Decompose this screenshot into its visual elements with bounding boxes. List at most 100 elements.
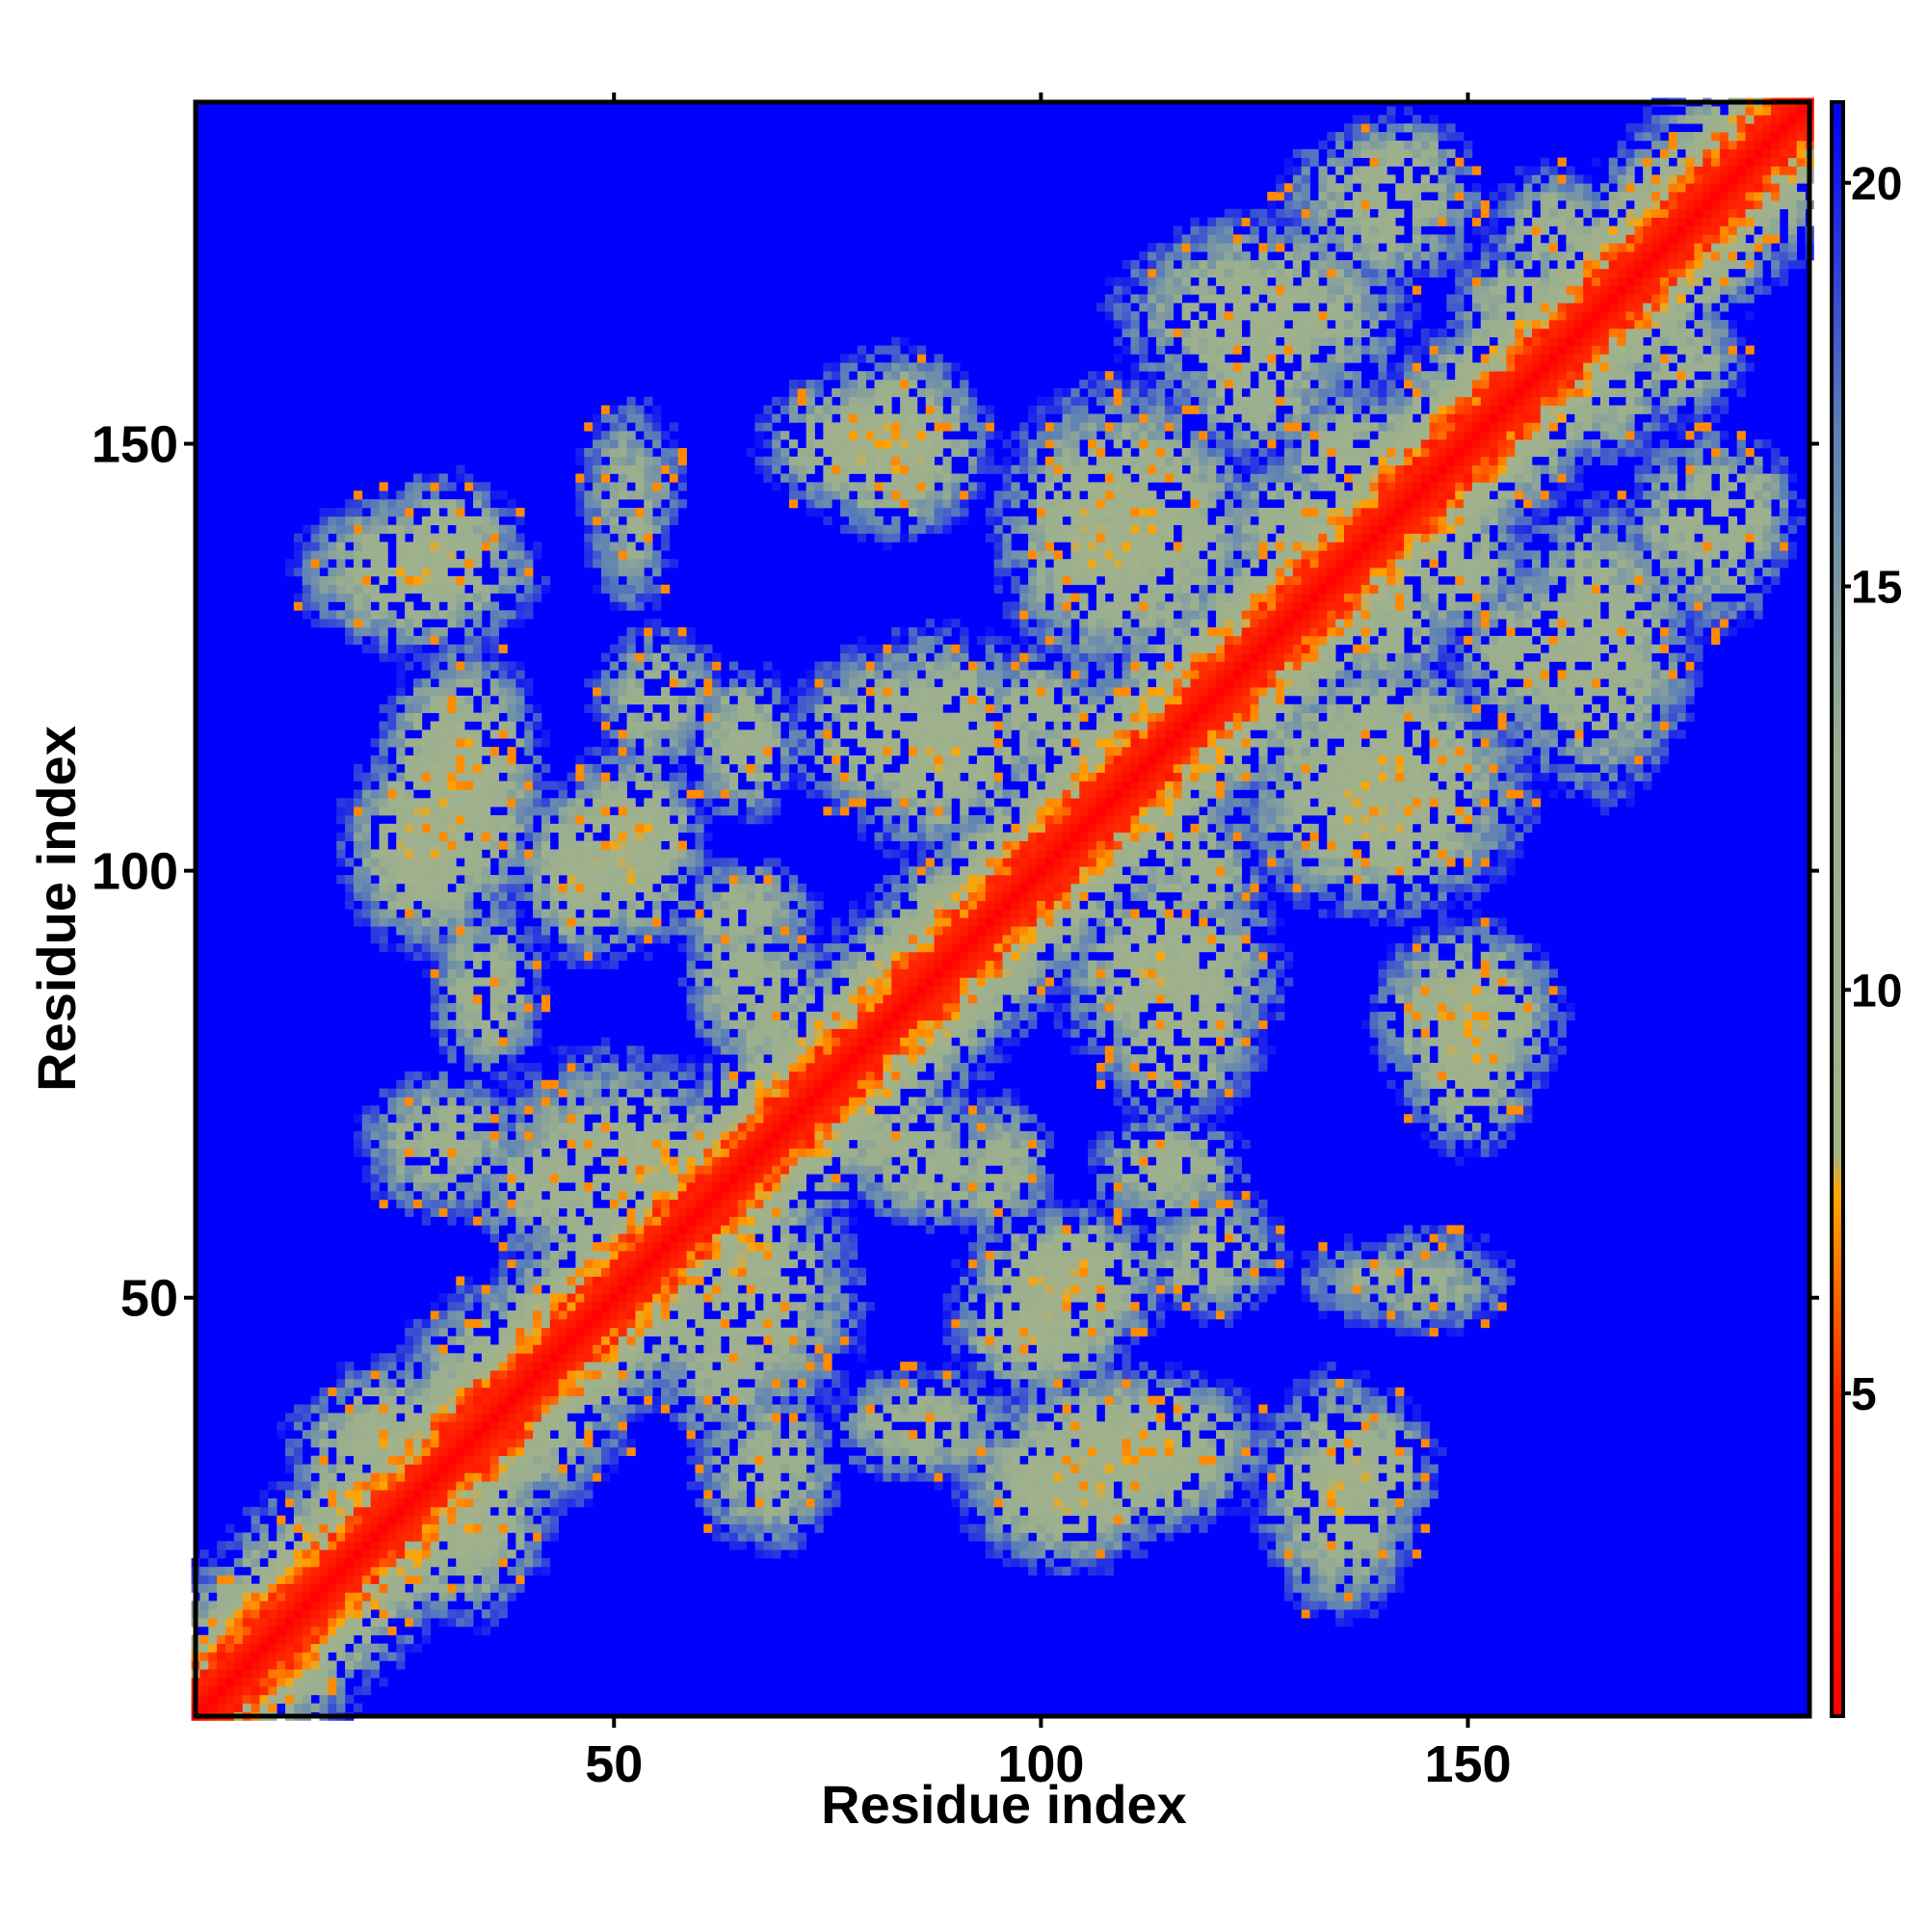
heatmap-cell (412, 1643, 423, 1653)
heatmap-cell (533, 789, 542, 799)
heatmap-cell (746, 1165, 755, 1175)
heatmap-cell (379, 1446, 388, 1457)
heatmap-cell (345, 1464, 355, 1473)
heatmap-cell (285, 568, 295, 577)
heatmap-cell (728, 1464, 739, 1473)
heatmap-cell (728, 1199, 739, 1209)
heatmap-cell (387, 1498, 397, 1508)
heatmap-cell (644, 507, 653, 517)
heatmap-cell (515, 1165, 525, 1175)
heatmap-cell (345, 619, 355, 628)
heatmap-cell (728, 721, 739, 730)
heatmap-cell (533, 1336, 542, 1345)
heatmap-cell (507, 917, 516, 927)
heatmap-cell (447, 1174, 457, 1183)
heatmap-cell (686, 1302, 696, 1311)
heatmap-cell (405, 1532, 414, 1542)
heatmap-cell (310, 1421, 320, 1431)
heatmap-cell (515, 575, 525, 586)
heatmap-cell (541, 1481, 551, 1491)
heatmap-cell (728, 1336, 739, 1345)
heatmap-cell (635, 473, 645, 483)
heatmap-cell (677, 942, 687, 953)
heatmap-cell (370, 1404, 380, 1414)
heatmap-cell (635, 883, 645, 893)
heatmap-cell (584, 678, 594, 688)
heatmap-cell (464, 866, 474, 876)
heatmap-cell (473, 1592, 483, 1601)
heatmap-cell (447, 891, 457, 901)
heatmap-cell (370, 1558, 380, 1568)
heatmap-cell (412, 1446, 423, 1457)
heatmap-cell (473, 1336, 483, 1345)
heatmap-cell (737, 1216, 747, 1226)
heatmap-cell (567, 1284, 576, 1294)
heatmap-cell (721, 1395, 730, 1405)
heatmap-cell (541, 1438, 551, 1448)
heatmap-cell (728, 754, 739, 765)
heatmap-cell (507, 1515, 516, 1524)
heatmap-cell (405, 559, 414, 569)
heatmap-cell (746, 712, 755, 722)
heatmap-cell (430, 738, 439, 748)
heatmap-cell (669, 1302, 679, 1311)
heatmap-cell (438, 781, 448, 790)
heatmap-cell (405, 1174, 414, 1183)
heatmap-cell (635, 652, 645, 662)
heatmap-cell (473, 866, 483, 876)
heatmap-cell (405, 1199, 414, 1209)
heatmap-cell (345, 1515, 355, 1524)
heatmap-cell (370, 584, 380, 594)
heatmap-cell (481, 1353, 491, 1363)
heatmap-cell (328, 1685, 337, 1696)
heatmap-cell (728, 1472, 739, 1482)
heatmap-cell (754, 1498, 764, 1508)
heatmap-cell (387, 1362, 397, 1371)
heatmap-cell (498, 1011, 508, 1021)
heatmap-cell (421, 1438, 432, 1448)
heatmap-cell (703, 1404, 713, 1414)
heatmap-cell (199, 1601, 209, 1610)
heatmap-cell (677, 1413, 687, 1422)
heatmap-cell (609, 1097, 620, 1106)
heatmap-cell (353, 1148, 363, 1157)
heatmap-cell (635, 772, 645, 781)
heatmap-cell (584, 1353, 594, 1363)
heatmap-cell (677, 464, 687, 474)
heatmap-cell (635, 781, 645, 790)
heatmap-cell (763, 661, 773, 671)
heatmap-cell (644, 1148, 653, 1157)
heatmap-cell (361, 1413, 372, 1422)
heatmap-cell (225, 1634, 235, 1645)
heatmap-cell (618, 1097, 627, 1106)
heatmap-cell (438, 875, 448, 885)
heatmap-cell (310, 1481, 320, 1491)
heatmap-cell (618, 635, 627, 646)
heatmap-cell (635, 1174, 645, 1183)
heatmap-cell (549, 1207, 560, 1217)
heatmap-cell (712, 1472, 722, 1482)
heatmap-cell (438, 1472, 448, 1482)
heatmap-cell (370, 1515, 380, 1524)
heatmap-cell (498, 1199, 508, 1209)
heatmap-cell (438, 968, 448, 978)
heatmap-cell (438, 533, 448, 543)
heatmap-cell (721, 1250, 730, 1260)
heatmap-cell (635, 627, 645, 637)
heatmap-cell (251, 1601, 260, 1610)
heatmap-cell (695, 815, 704, 825)
heatmap-cell (438, 849, 448, 859)
heatmap-cell (541, 1105, 551, 1115)
heatmap-cell (438, 900, 448, 910)
heatmap-cell (754, 1430, 764, 1440)
heatmap-cell (728, 1378, 739, 1389)
heatmap-cell (575, 1123, 585, 1132)
heatmap-cell (609, 1387, 620, 1397)
heatmap-cell (567, 1123, 576, 1132)
heatmap-cell (456, 507, 465, 517)
heatmap-cell (379, 1438, 388, 1448)
heatmap-cell (703, 1490, 713, 1499)
heatmap-cell (456, 619, 465, 628)
heatmap-cell (686, 1438, 696, 1448)
heatmap-cell (669, 1284, 679, 1294)
